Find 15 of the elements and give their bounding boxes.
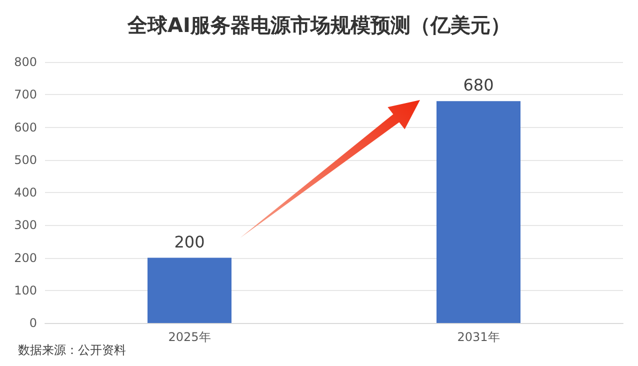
source-note: 数据来源：公开资料 bbox=[18, 343, 126, 357]
data-label: 680 bbox=[463, 76, 494, 95]
y-tick-label: 500 bbox=[14, 152, 37, 167]
x-tick-label: 2031年 bbox=[457, 330, 500, 344]
data-label: 200 bbox=[174, 232, 205, 252]
y-tick-label: 800 bbox=[14, 55, 37, 69]
y-tick-label: 700 bbox=[14, 88, 37, 102]
y-tick-label: 100 bbox=[14, 283, 37, 298]
y-tick-label: 200 bbox=[14, 250, 37, 265]
y-tick-label: 300 bbox=[14, 218, 37, 232]
y-tick-label: 0 bbox=[29, 316, 37, 330]
chart-title: 全球AI服务器电源市场规模预测（亿美元） bbox=[126, 13, 510, 37]
y-tick-label: 600 bbox=[14, 120, 37, 134]
x-tick-label: 2025年 bbox=[168, 330, 211, 344]
y-tick-label: 400 bbox=[14, 186, 37, 200]
